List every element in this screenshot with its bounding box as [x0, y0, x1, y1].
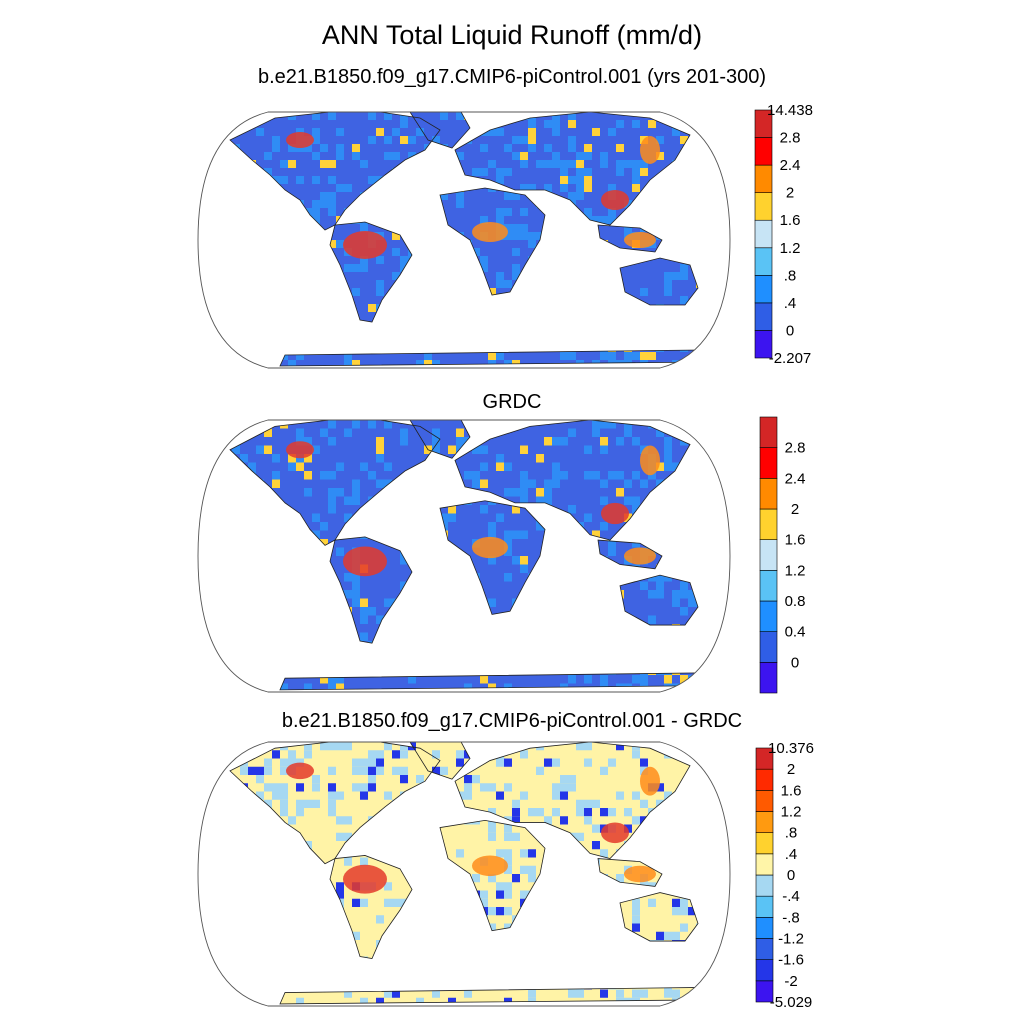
coastlines — [229, 420, 713, 691]
colorbar-tick-label: 2.8 — [785, 440, 806, 457]
colorbar-swatch — [755, 874, 774, 897]
panel-2-title: GRDC — [482, 391, 542, 413]
colorbar-swatch — [754, 137, 773, 166]
colorbar-tick-label: .4 — [785, 846, 798, 863]
colorbar-swatch — [754, 275, 773, 304]
colorbar-swatch — [754, 109, 773, 138]
colorbar-swatch — [759, 631, 778, 663]
map-panel-1 — [197, 111, 731, 369]
colorbar-swatch — [755, 917, 774, 939]
colorbar-swatch — [759, 508, 778, 540]
colorbar-swatch — [754, 247, 773, 276]
colorbar-swatch — [754, 192, 773, 221]
map-panel-3 — [197, 741, 731, 1007]
colorbar-1: -2.207 0 .4 .8 1.2 1.6 2 2.4 2.8 14.438 — [754, 102, 813, 367]
colorbar-3: -5.029 -2 -1.6 -1.2 -.8 -.4 0 .4 .8 1.2 1.6 2 10.376 — [755, 740, 814, 1011]
colorbar-tick-label: -1.2 — [778, 931, 804, 948]
colorbar-tick-label: 1.6 — [785, 532, 806, 549]
colorbar-swatch — [755, 938, 774, 960]
colorbar-swatch — [754, 302, 773, 331]
colorbar-tick-label: 0 — [791, 654, 799, 671]
colorbar-swatch — [755, 832, 774, 855]
colorbar-tick-label: -.4 — [782, 888, 800, 905]
colorbar-swatch — [754, 164, 773, 193]
colorbar-tick-label: 0.8 — [785, 593, 806, 610]
colorbar-swatch — [755, 959, 774, 982]
colorbar-tick-label: .8 — [784, 267, 797, 284]
colorbar-swatch — [755, 768, 774, 791]
colorbar-tick-label: 2 — [786, 185, 794, 202]
figure-title: ANN Total Liquid Runoff (mm/d) — [321, 20, 703, 50]
coastlines — [229, 742, 713, 1005]
colorbar-tick-label: -1.6 — [778, 952, 804, 969]
colorbar-tick-label: .4 — [784, 295, 797, 312]
colorbar-swatch — [755, 747, 774, 770]
colorbar-tick-label: 1.6 — [780, 212, 801, 229]
colorbar-swatch — [755, 790, 774, 812]
colorbar-tick-label: -.8 — [782, 909, 800, 926]
colorbar-swatch — [755, 811, 774, 833]
colorbar-tick-label: -2 — [784, 973, 797, 990]
colorbar-tick-label: -5.029 — [770, 994, 813, 1011]
colorbar-tick-label: 14.438 — [767, 102, 813, 119]
colorbar-tick-label: .8 — [785, 825, 798, 842]
panel-1-title: b.e21.B1850.f09_g17.CMIP6-piControl.001 … — [257, 66, 767, 88]
colorbar-tick-label: 0.4 — [785, 624, 806, 641]
map-frame — [197, 741, 731, 1007]
colorbar-tick-label: 10.376 — [768, 740, 814, 757]
colorbar-tick-label: 0 — [786, 322, 794, 339]
colorbar-tick-label: -2.207 — [769, 350, 812, 367]
colorbar-swatch — [755, 895, 774, 918]
colorbar-tick-label: 1.2 — [781, 804, 802, 821]
colorbar-tick-label: 1.2 — [780, 240, 801, 257]
colorbar-swatch — [759, 478, 778, 510]
colorbar-swatch — [755, 853, 774, 876]
map-panel-2 — [197, 419, 731, 693]
panel-3-title: b.e21.B1850.f09_g17.CMIP6-piControl.001 … — [281, 710, 743, 732]
colorbar-swatch — [759, 600, 778, 632]
colorbar-swatch — [759, 447, 778, 479]
map-frame — [197, 419, 731, 693]
colorbar-tick-label: 1.2 — [785, 562, 806, 579]
colorbar-tick-label: 2.8 — [780, 130, 801, 147]
colorbar-swatch — [759, 662, 778, 694]
colorbar-swatch — [754, 219, 773, 249]
colorbar-swatch — [759, 570, 778, 602]
map-frame — [197, 111, 731, 369]
colorbar-tick-label: 0 — [787, 867, 795, 884]
colorbar-tick-label: 1.6 — [781, 782, 802, 799]
colorbar-tick-label: 2.4 — [785, 470, 806, 487]
colorbar-tick-label: 2 — [791, 501, 799, 518]
colorbar-tick-label: 2 — [787, 761, 795, 778]
colorbar-2: 0 0.4 0.8 1.2 1.6 2 2.4 2.8 — [759, 416, 806, 694]
colorbar-swatch — [759, 416, 778, 448]
colorbar-tick-label: 2.4 — [780, 157, 801, 174]
colorbar-swatch — [759, 539, 778, 571]
